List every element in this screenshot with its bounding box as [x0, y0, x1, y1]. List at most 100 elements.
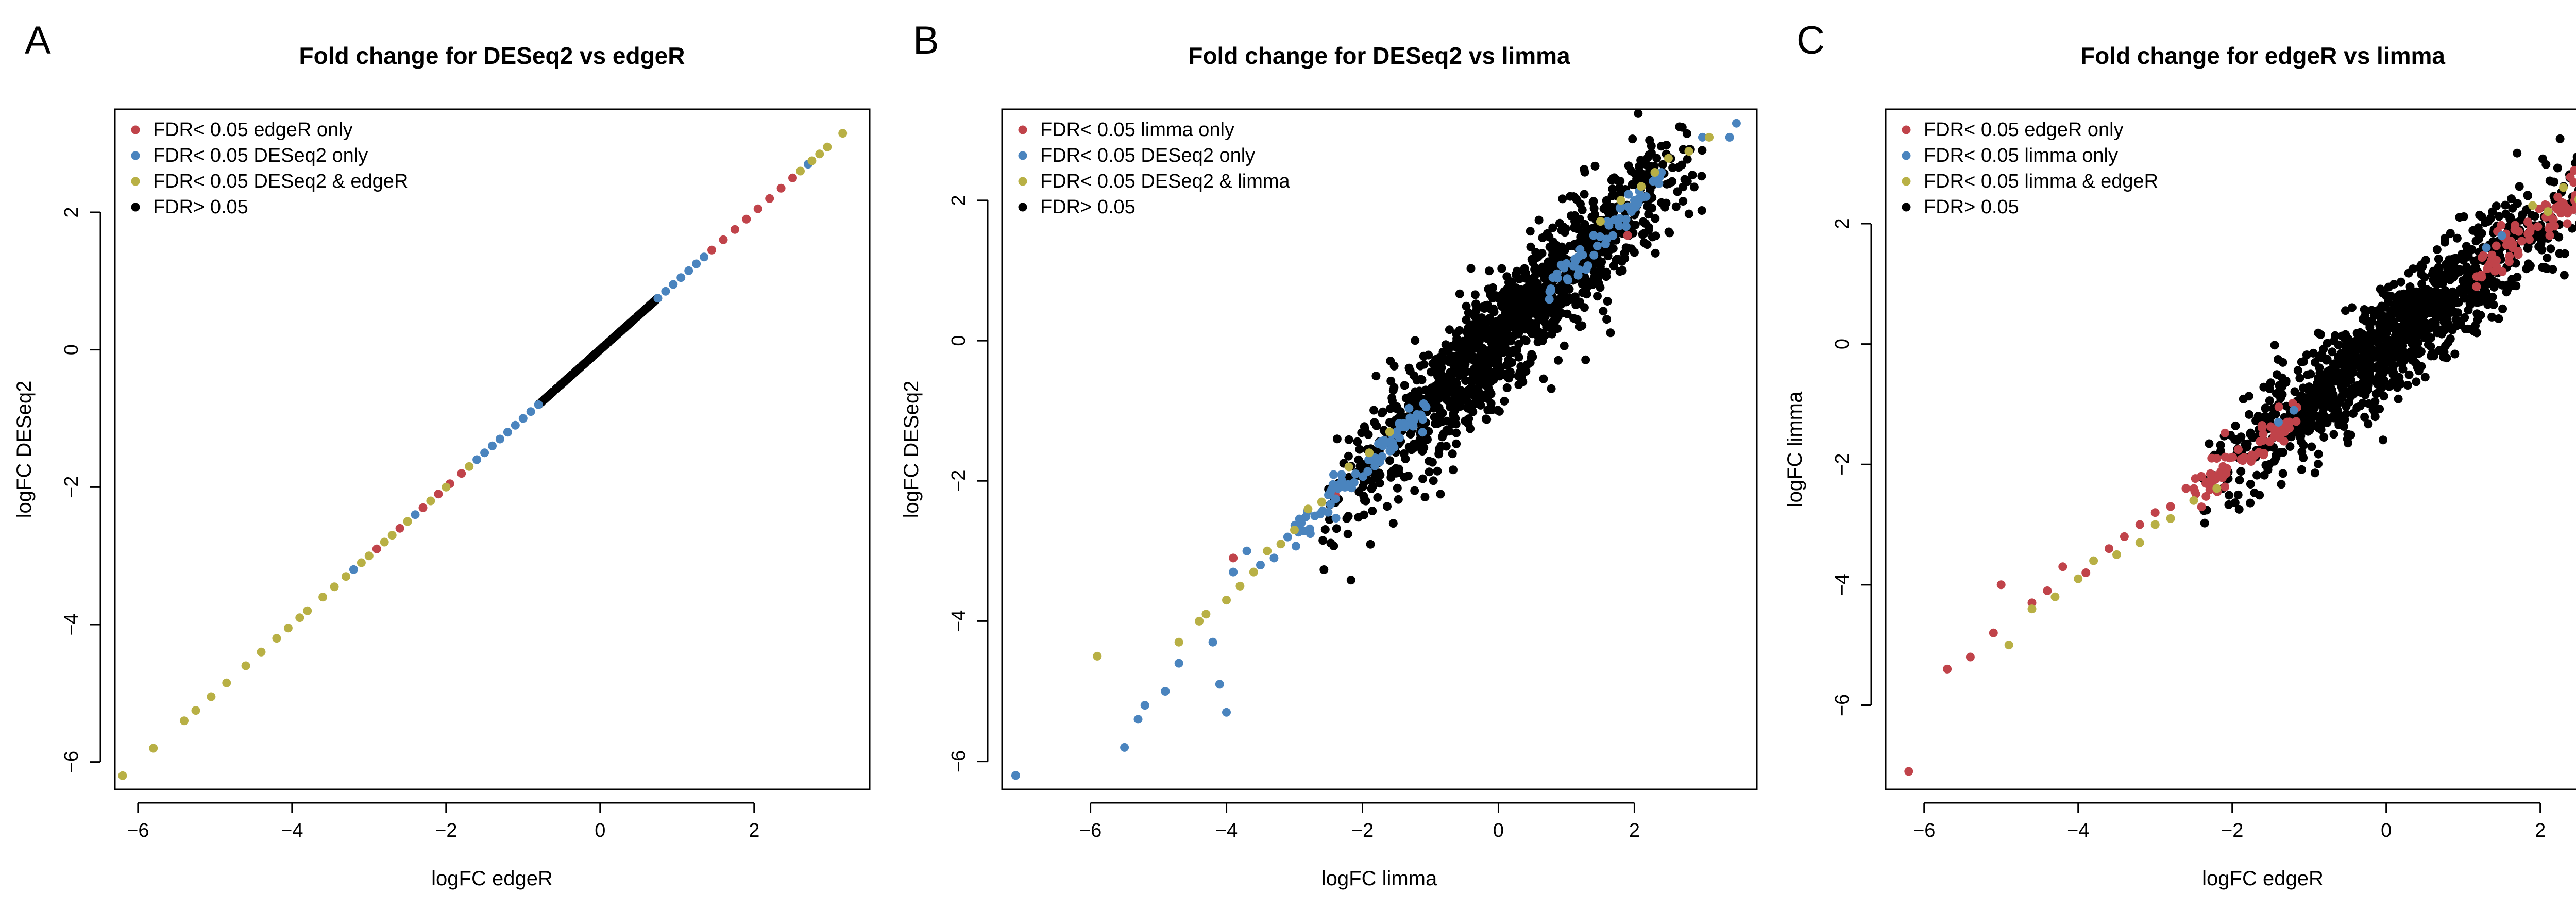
data-point	[1442, 442, 1451, 451]
data-point	[1416, 437, 1425, 446]
data-point	[1662, 179, 1671, 189]
data-point	[2494, 314, 2503, 323]
data-point	[1502, 307, 1511, 316]
data-point	[1385, 427, 1394, 436]
data-point	[2408, 356, 2417, 365]
data-point	[1587, 212, 1597, 222]
data-point	[2574, 196, 2576, 203]
data-point	[1603, 297, 1612, 306]
data-point	[1346, 576, 1355, 585]
data-point	[2259, 382, 2268, 392]
data-point	[2434, 272, 2444, 281]
data-point	[2472, 309, 2482, 318]
data-point	[2428, 348, 2437, 358]
data-point	[1378, 452, 1387, 461]
data-point	[1541, 320, 1551, 329]
data-point	[1420, 493, 1430, 501]
data-point	[2218, 462, 2228, 471]
data-point	[2381, 365, 2391, 375]
data-point	[2364, 344, 2373, 353]
data-point	[2364, 331, 2373, 340]
data-point	[1545, 295, 1554, 304]
data-point	[1256, 561, 1265, 569]
data-point	[815, 149, 824, 159]
data-point	[2481, 218, 2490, 227]
data-point	[2403, 327, 2413, 336]
data-point	[488, 441, 497, 450]
data-point	[1208, 637, 1217, 647]
data-point	[1698, 132, 1707, 142]
data-point	[1630, 196, 1639, 205]
data-point	[2292, 425, 2301, 434]
data-point	[2554, 205, 2563, 214]
data-point	[1989, 628, 1998, 637]
data-point	[796, 166, 805, 176]
data-point	[1665, 228, 1674, 238]
data-point	[2389, 280, 2399, 289]
data-point	[1235, 581, 1245, 591]
data-point	[2234, 445, 2243, 454]
data-point	[1554, 356, 1563, 365]
data-point	[1433, 416, 1442, 425]
data-point	[2260, 470, 2269, 480]
data-point	[1452, 439, 1461, 448]
data-point	[1500, 396, 1509, 406]
data-point	[2307, 442, 2316, 451]
data-point	[1437, 432, 1447, 442]
data-point	[1684, 209, 1693, 218]
data-point	[1526, 301, 1535, 311]
data-point	[2304, 385, 2313, 395]
data-point	[2308, 394, 2317, 403]
data-point	[1477, 391, 1486, 400]
data-point	[2377, 356, 2386, 365]
data-point	[1386, 445, 1396, 454]
data-point	[1418, 474, 1428, 483]
legend-item: FDR< 0.05 limma only	[1902, 145, 2118, 166]
data-point	[1580, 190, 1589, 199]
data-point	[2074, 574, 2083, 583]
data-point	[1656, 142, 1666, 151]
data-point	[1468, 377, 1477, 386]
data-point	[1388, 519, 1398, 528]
data-point	[2306, 369, 2315, 379]
data-point	[2233, 490, 2243, 499]
data-point	[2360, 305, 2369, 314]
data-point	[2302, 404, 2312, 413]
data-point	[1507, 277, 1516, 287]
axes-b: −6 −4 −2 0 2 −6 −4 −2 0 2	[948, 195, 1640, 841]
data-point	[2212, 454, 2222, 463]
data-point	[2329, 430, 2338, 439]
data-point	[1310, 511, 1319, 520]
data-point	[2545, 224, 2554, 233]
legend-item: FDR< 0.05 edgeR only	[131, 119, 353, 141]
data-point	[1470, 290, 1480, 299]
data-point	[1538, 262, 1547, 272]
data-point	[1353, 437, 1362, 446]
data-point	[1317, 497, 1326, 507]
series-blue-c	[2274, 231, 2506, 427]
data-point	[1361, 496, 1370, 506]
data-point	[598, 343, 607, 352]
data-point	[2553, 163, 2562, 173]
data-point	[1229, 553, 1238, 563]
data-point	[1684, 147, 1693, 156]
y-tick-label: 0	[1832, 339, 1853, 349]
data-point	[2424, 340, 2433, 349]
data-point	[2483, 300, 2493, 309]
data-point	[2243, 439, 2252, 448]
data-point	[1602, 267, 1611, 277]
data-point	[1351, 469, 1360, 479]
data-point	[1452, 329, 1461, 338]
data-point	[1378, 407, 1387, 416]
data-point	[1689, 182, 1699, 192]
data-point	[1548, 251, 1557, 260]
data-point	[2236, 467, 2246, 476]
data-point	[2446, 275, 2455, 284]
legend-item: FDR< 0.05 limma only	[1018, 119, 1234, 141]
data-point	[2372, 378, 2381, 388]
data-point	[380, 537, 389, 547]
data-point	[1368, 482, 1377, 491]
data-point	[1393, 483, 1402, 493]
data-point	[2526, 227, 2535, 237]
data-point	[1434, 445, 1444, 453]
